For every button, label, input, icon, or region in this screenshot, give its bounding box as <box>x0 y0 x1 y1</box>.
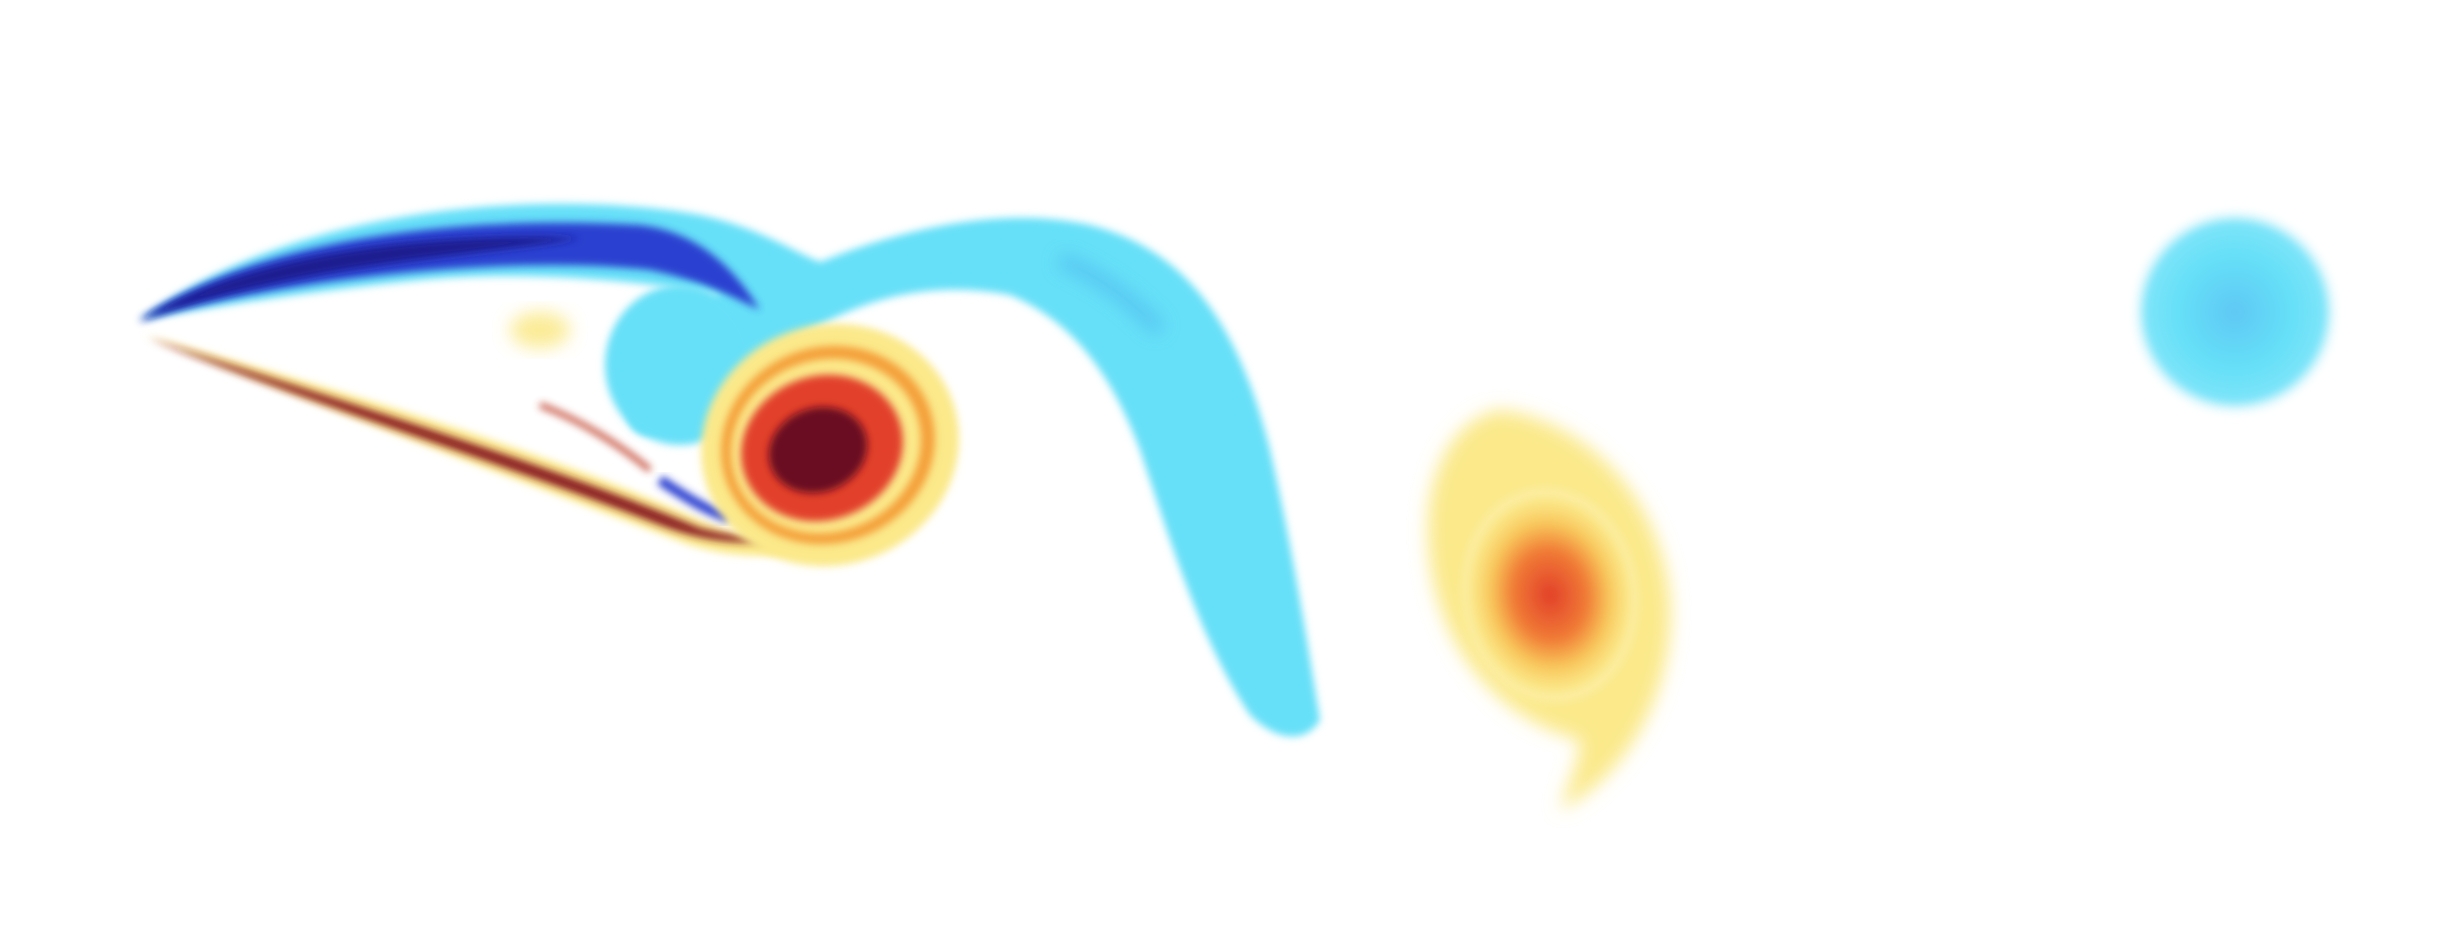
upper-shear-layer <box>138 203 1320 737</box>
shed-positive-vortex <box>1428 410 1671 810</box>
far-wake-negative-vortex <box>2130 207 2340 417</box>
trailing-edge-vortex <box>701 323 959 567</box>
lower-shear-layer <box>145 312 830 556</box>
